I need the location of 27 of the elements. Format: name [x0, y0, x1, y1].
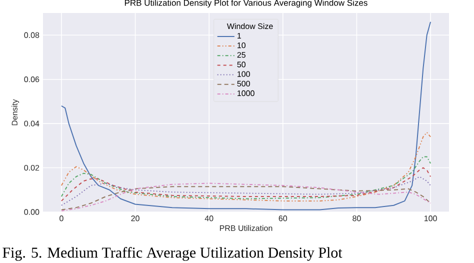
x-tick-label: 80	[352, 216, 361, 222]
x-tick-label: 60	[278, 216, 288, 222]
line-series	[60, 156, 432, 200]
x-tick-label: 40	[204, 216, 214, 222]
chart-title: PRB Utilization Density Plot for Various Averaging Window Sizes	[124, 0, 368, 8]
legend-label: 1000	[238, 90, 254, 96]
legend-label: 25	[237, 52, 246, 58]
caption: Fig. 5. Medium Traffic Average Utilization Density Plot	[2, 247, 342, 261]
y-tick-label: 0.04	[24, 120, 40, 126]
legend-label: 100	[238, 71, 250, 77]
legend-label: 1	[238, 32, 241, 38]
y-tick-label: 0.06	[24, 76, 40, 82]
y-tick-label: 0.00	[24, 209, 40, 215]
y-tick-label: 0.02	[24, 164, 40, 171]
legend-label: 50	[237, 62, 246, 68]
y-axis-title: Density	[12, 99, 20, 126]
line-series	[60, 21, 432, 210]
line-series	[60, 132, 432, 202]
legend-label: 10	[238, 42, 246, 48]
line-series	[60, 167, 432, 202]
x-tick-label: 0	[60, 216, 64, 222]
legend-label: 500	[237, 80, 250, 86]
x-tick-label: 100	[424, 216, 437, 222]
x-axis-title: PRB Utilization	[220, 225, 272, 231]
x-tick-label: 20	[131, 216, 140, 222]
y-tick-label: 0.08	[24, 32, 40, 38]
legend-title: Window Size	[226, 23, 273, 30]
